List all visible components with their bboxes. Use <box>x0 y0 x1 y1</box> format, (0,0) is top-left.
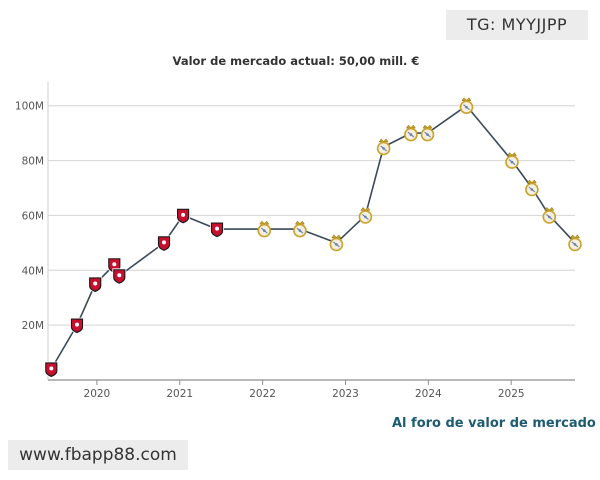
x-tick-label: 2024 <box>415 388 442 400</box>
club-crest-marker <box>293 220 307 238</box>
forum-link[interactable]: Al foro de valor de mercado✎ <box>392 416 600 436</box>
chart-axes <box>47 82 575 385</box>
y-tick-label: 40M <box>22 265 44 277</box>
y-tick-label: 100M <box>15 101 44 113</box>
y-tick-label: 80M <box>22 156 44 168</box>
club-crest-marker <box>112 268 127 285</box>
club-crest-marker <box>157 235 171 252</box>
x-tick-label: 2022 <box>249 388 276 400</box>
club-crest-marker <box>420 124 435 142</box>
x-tick-label: 2025 <box>498 388 525 400</box>
club-crest-marker <box>176 207 191 225</box>
club-crest-marker <box>376 138 391 156</box>
club-crest-marker <box>88 276 103 293</box>
club-crest-marker <box>70 317 84 335</box>
website-watermark: www.fbapp88.com <box>8 440 188 470</box>
x-tick-label: 2020 <box>84 388 111 400</box>
chart-title: Valor de mercado actual: 50,00 mill. € <box>173 54 420 68</box>
y-tick-label: 20M <box>22 320 44 332</box>
club-crest-marker <box>210 221 224 239</box>
club-crest-marker <box>459 97 474 114</box>
chart-grid <box>48 105 575 326</box>
y-tick-label: 60M <box>22 210 44 222</box>
club-crest-marker <box>542 207 557 224</box>
club-crest-marker <box>505 152 519 169</box>
forum-link-label: Al foro de valor de mercado <box>392 416 596 431</box>
market-value-series <box>50 104 576 370</box>
club-markers <box>44 97 582 378</box>
club-crest-marker <box>44 361 59 378</box>
club-crest-marker <box>568 234 582 252</box>
chart-tick-labels: 20M 40M 60M 80M 100M 2020 2021 2022 2023 2024 2025 <box>15 101 525 400</box>
club-crest-marker <box>404 124 418 142</box>
club-crest-marker <box>257 220 272 238</box>
x-tick-label: 2021 <box>166 388 193 400</box>
telegram-watermark: TG: MYYJJPP <box>446 10 588 40</box>
club-crest-marker <box>329 234 344 252</box>
market-value-line <box>50 104 576 370</box>
x-tick-label: 2023 <box>332 388 359 400</box>
club-crest-marker <box>358 207 373 224</box>
club-crest-marker <box>525 179 539 197</box>
